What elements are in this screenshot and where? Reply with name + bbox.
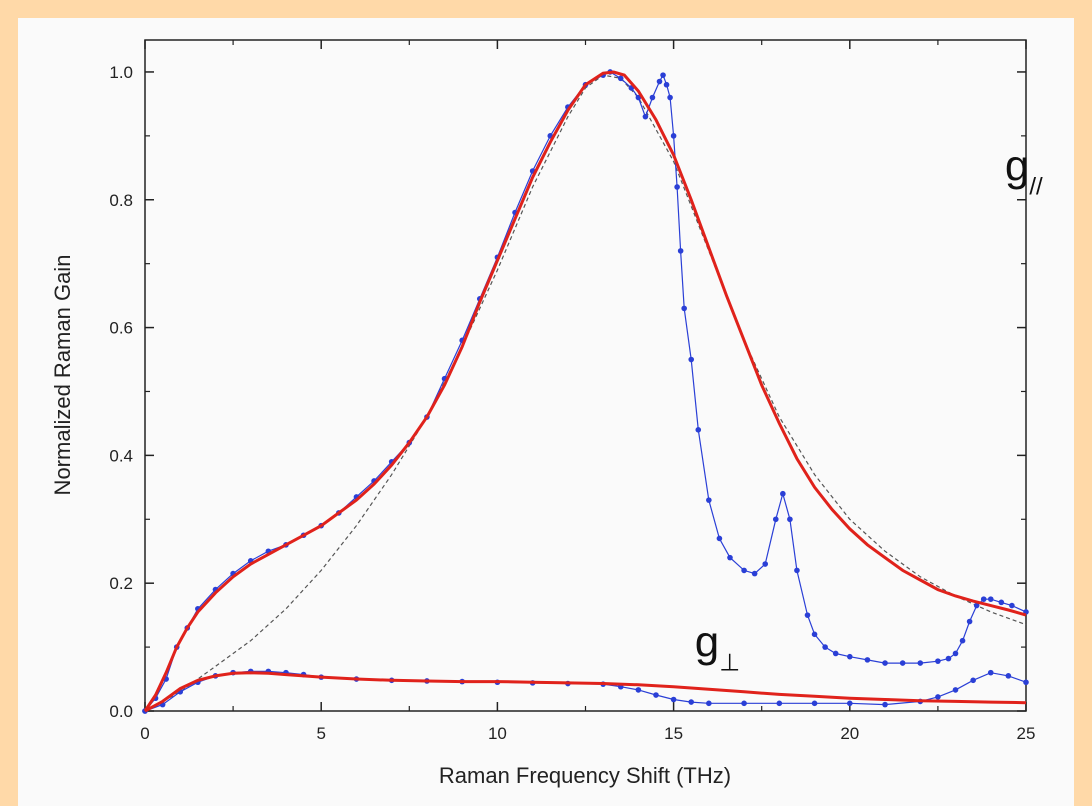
annotation-symbol: g [1005,142,1029,191]
data-point [966,618,973,625]
y-tick-label: 1.0 [109,63,133,82]
annotation-label: g// [1005,142,1043,201]
data-point [787,516,793,523]
data-point [847,653,853,660]
data-point [959,637,966,644]
data-point [751,570,758,577]
data-point [882,701,888,708]
data-point [653,692,659,698]
y-tick-label: 0.0 [109,702,133,721]
annotation-symbol: g [695,618,719,667]
data-point [688,699,695,705]
x-tick-label: 25 [1017,724,1036,743]
data-point [741,700,747,707]
x-tick-label: 10 [488,724,507,743]
data-point [780,490,786,497]
data-point [688,356,695,363]
data-point [663,81,670,88]
data-point [970,677,976,684]
y-tick-label: 0.6 [109,319,133,338]
data-point [987,596,994,602]
data-point [899,660,906,666]
data-point [660,72,666,78]
data-point [706,497,712,503]
data-point [952,650,959,657]
data-point [847,700,853,707]
annotation-label: g⊥ [695,618,740,677]
data-point [987,669,994,676]
data-point [741,567,747,574]
data-point [794,567,800,574]
x-axis-title: Raman Frequency Shift (THz) [439,763,731,788]
data-point [695,427,702,433]
data-point [635,687,642,693]
x-tick-label: 5 [316,724,325,743]
y-tick-label: 0.4 [109,446,133,465]
annotation-subscript: // [1029,174,1043,201]
data-point [882,660,888,666]
data-point [945,655,952,662]
annotation-subscript: ⊥ [719,650,740,677]
data-point [727,554,733,561]
data-point [822,644,828,650]
data-point [811,700,818,707]
raman-gain-chart: 0 5 10 15 20 250.00.20.40.60.81.0 g//g⊥ Raman… [50,39,1043,788]
data-point [811,631,818,638]
data-point [776,700,783,707]
x-tick-label: 15 [664,724,683,743]
data-point [670,696,677,703]
y-tick-label: 0.2 [109,574,133,593]
x-tick-label: 0 [140,724,149,743]
data-point [674,184,680,190]
x-tick-label: 20 [840,724,859,743]
data-point [935,658,941,664]
data-point [864,657,871,663]
series-line-fit [143,70,1027,712]
data-point [649,94,656,101]
data-point [667,94,673,101]
data-point [677,248,684,254]
y-axis-title: Normalized Raman Gain [50,255,75,496]
data-point [998,599,1005,606]
data-point [642,113,649,120]
data-point [772,516,779,523]
chart-panel: 0 5 10 15 20 25 0.0 0.2 0.4 0.6 0.8 1.0 g//g⊥ Raman… [18,18,1074,806]
plot-area [144,39,1027,712]
y-tick-label: 0.8 [109,191,133,210]
series-line-fit [144,671,1027,713]
data-point [973,602,980,609]
data-point [935,694,941,700]
data-point [670,133,677,139]
data-point [952,687,959,693]
data-point [832,650,839,657]
data-point [706,700,712,707]
data-point [1009,602,1015,609]
data-point [917,660,924,666]
data-point [617,75,624,82]
data-point [716,535,723,542]
data-point [1023,679,1029,686]
data-point [656,78,663,85]
data-point [804,612,811,618]
data-point [681,305,687,312]
data-point [1005,673,1012,679]
data-point [762,561,769,567]
data-point [980,596,987,602]
